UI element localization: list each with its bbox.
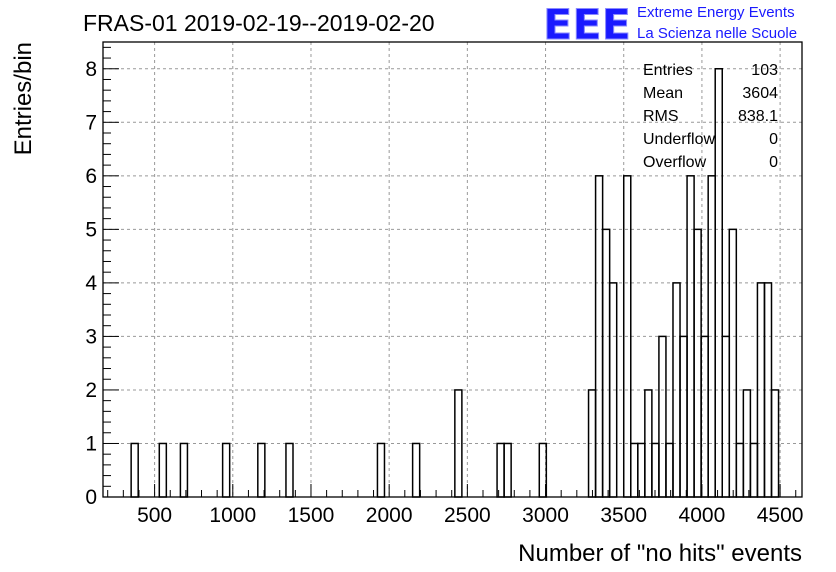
x-tick-label: 2500 [444,504,491,527]
histogram-bin [679,335,688,498]
stat-label: RMS [643,108,679,125]
stat-value: 0 [769,154,778,171]
histogram-bin [721,335,731,498]
histogram-bin [130,442,139,498]
histogram-bin [158,442,168,498]
y-tick-label: 2 [85,379,97,402]
histogram-bin [257,442,266,498]
stat-label: Overflow [643,154,707,171]
y-tick-label: 8 [85,58,97,81]
stats-box: Entries 103 Mean 3604 RMS 838.1 Underflow 0 Over… [643,62,778,171]
x-tick-label: 3500 [600,504,647,527]
histogram-bin [179,442,189,498]
stat-label: Entries [643,62,693,79]
plot-frame [102,41,803,498]
histogram-bin [503,442,512,498]
y-tick-label: 1 [85,432,97,455]
stat-label: Underflow [643,131,715,148]
histogram-bin [285,442,294,498]
y-tick-label: 3 [85,325,97,348]
y-tick-label: 6 [85,165,97,188]
histogram-bin [601,228,611,498]
x-tick-label: 1500 [288,504,335,527]
y-tick-label: 7 [85,111,97,134]
histogram-bin [728,228,738,498]
eee-logo-mark: EEE [543,0,631,49]
x-tick-label: 4500 [757,504,804,527]
chart-title: FRAS-01 2019-02-19--2019-02-20 [83,10,435,36]
y-tick-label: 0 [85,486,97,509]
stat-value: 103 [751,62,778,79]
stat-value: 838.1 [738,108,778,125]
y-tick-label: 4 [85,272,97,295]
grid-lines [103,42,802,497]
histogram-bin [411,442,421,498]
y-axis-ticks: 0 1 2 3 4 5 6 7 8 [85,46,119,509]
x-tick-label: 3000 [522,504,569,527]
histogram-bin [749,442,759,498]
x-tick-label: 2000 [366,504,413,527]
histogram-bin [651,442,660,498]
histogram-bin [496,442,505,498]
eee-logo: EEE Extreme Energy Events La Scienza nel… [543,0,798,50]
x-tick-label: 1000 [209,504,256,527]
histogram-bin [376,442,386,498]
histogram-bin [665,442,674,498]
stat-label: Mean [643,85,683,102]
histogram-bin [735,442,745,498]
stat-value: 3604 [742,85,778,102]
histogram-bin [221,442,231,498]
x-axis-ticks: 500 1000 1500 2000 2500 3000 3500 4000 4500 [107,484,804,527]
logo-line-2: La Scienza nelle Scuole [637,25,797,42]
x-tick-label: 500 [137,504,172,527]
x-axis-label: Number of "no hits" events [518,540,802,567]
histogram-bin [693,228,702,498]
x-tick-label: 4000 [679,504,726,527]
histogram-bin [637,442,646,498]
histogram-bin [630,442,639,498]
logo-line-1: Extreme Energy Events [637,4,795,21]
stat-value: 0 [769,131,778,148]
y-axis-label: Entries/bin [10,42,37,155]
y-tick-label: 5 [85,218,97,241]
histogram-bin [658,335,667,498]
